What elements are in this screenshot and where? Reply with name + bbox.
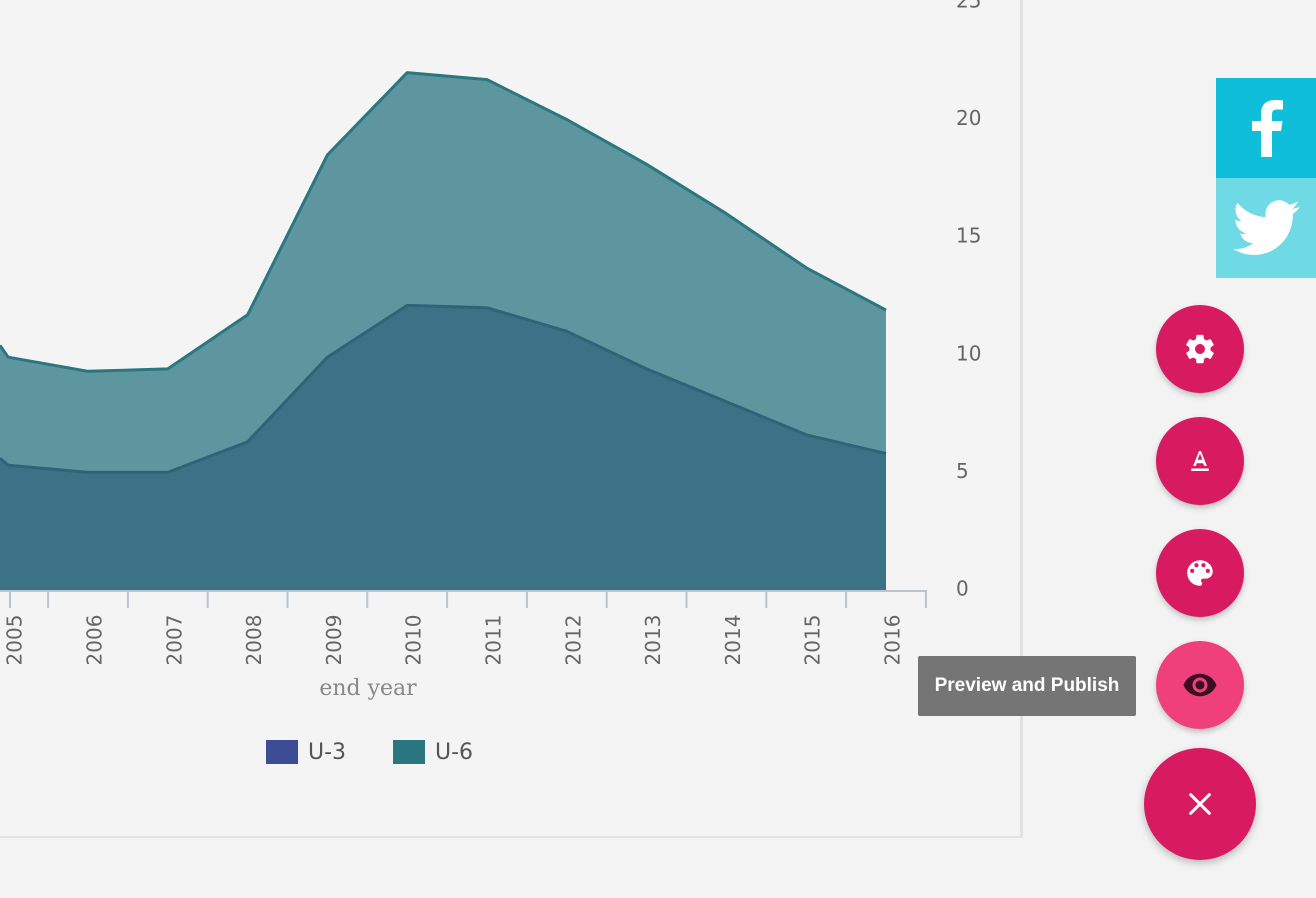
legend-swatch-u-6 <box>393 740 425 764</box>
x-tick-label: 2010 <box>402 615 426 666</box>
line-u-3 <box>0 303 887 474</box>
y-tick-label: 5 <box>956 459 969 483</box>
legend-swatch-u-3 <box>266 740 298 764</box>
gear-icon <box>1186 334 1214 364</box>
y-tick-label: 20 <box>956 106 981 130</box>
facebook-icon <box>1252 100 1283 157</box>
x-axis-title: end year <box>319 676 417 701</box>
legend-label-u-6: U-6 <box>435 740 473 765</box>
x-tick-label: 2011 <box>482 615 506 666</box>
chart-card: 2005 2006 2007 2008 2009 2010 2011 2012 2013 2014… <box>0 0 1023 838</box>
x-tick-label: 2015 <box>801 615 825 666</box>
preview-publish-tooltip: Preview and Publish <box>918 656 1136 716</box>
preview-publish-button[interactable] <box>1156 641 1244 729</box>
twitter-icon <box>1232 200 1300 255</box>
eye-icon <box>1183 673 1217 697</box>
y-tick-label: 15 <box>956 224 981 248</box>
x-tick-label: 2006 <box>83 615 107 666</box>
chart: 2005 2006 2007 2008 2009 2010 2011 2012 2013 2014… <box>0 0 981 765</box>
close-menu-button[interactable] <box>1144 748 1256 860</box>
x-tick-label: 2012 <box>561 615 585 666</box>
x-tick-label: 2005 <box>3 615 27 666</box>
palette-icon <box>1187 560 1213 586</box>
x-tick-label: 2016 <box>881 615 905 666</box>
x-tick-label: 2009 <box>322 615 346 666</box>
x-tick-label: 2008 <box>242 615 266 666</box>
facebook-share-button[interactable] <box>1216 78 1316 178</box>
y-tick-label: 25 <box>956 0 981 13</box>
y-tick-label: 0 <box>956 577 969 601</box>
x-tick-label: 2014 <box>721 615 745 666</box>
y-tick-label: 10 <box>956 341 981 365</box>
color-palette-button[interactable] <box>1156 529 1244 617</box>
settings-button[interactable] <box>1156 305 1244 393</box>
x-tick-label: 2013 <box>641 615 665 666</box>
twitter-share-button[interactable] <box>1216 178 1316 278</box>
x-tick-label: 2007 <box>162 615 186 666</box>
line-u-6 <box>0 71 887 373</box>
legend-label-u-3: U-3 <box>308 740 346 765</box>
close-icon <box>1189 793 1211 815</box>
text-format-icon <box>1191 451 1209 471</box>
text-format-button[interactable] <box>1156 417 1244 505</box>
